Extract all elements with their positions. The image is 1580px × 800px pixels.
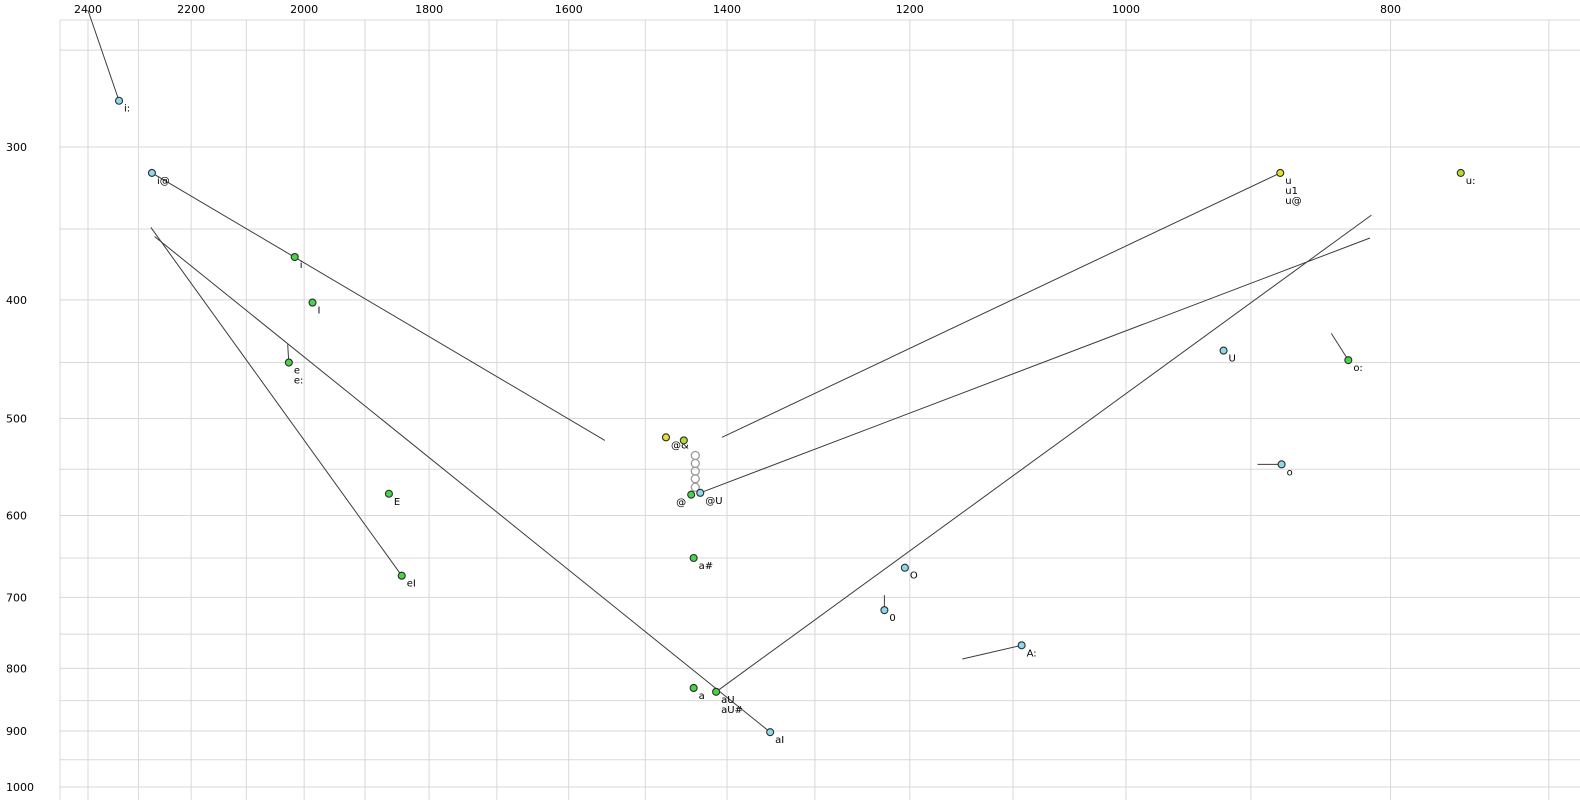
y-tick-label: 500 (6, 413, 27, 426)
y-tick-label: 400 (6, 294, 27, 307)
y-tick-label: 600 (6, 509, 27, 522)
y-tick-label: 900 (6, 725, 27, 738)
line-u@-trajectory (721, 172, 1281, 438)
vowel-point[interactable] (1456, 168, 1465, 177)
vowel-label: u (1285, 176, 1291, 187)
vowel-label: o (1287, 467, 1293, 478)
vowel-label: O (910, 571, 918, 582)
y-tick-label: 300 (6, 141, 27, 154)
vowel-point[interactable] (284, 358, 293, 367)
vowel-label: eI (407, 579, 416, 590)
vowel-point[interactable] (147, 168, 156, 177)
vowel-point[interactable] (689, 553, 698, 563)
vowel-point[interactable] (308, 298, 317, 307)
vowel-point[interactable] (687, 490, 696, 499)
vowel-point[interactable] (384, 489, 393, 498)
vowel-point[interactable] (397, 571, 406, 580)
line-A-long-tail (962, 644, 1022, 660)
y-tick-label: 1000 (6, 781, 34, 794)
vowel-point[interactable] (766, 728, 775, 737)
vowel-point[interactable] (1277, 460, 1286, 469)
line-aU-trajectory (715, 214, 1372, 693)
schwa-variant-ring (690, 450, 700, 461)
vowel-point[interactable] (712, 687, 721, 696)
x-tick-label: 2000 (290, 3, 318, 16)
vowel-point[interactable] (114, 96, 124, 105)
x-tick-label: 1400 (713, 3, 741, 16)
vowel-point[interactable] (1276, 168, 1285, 177)
x-tick-label: 1800 (415, 3, 443, 16)
vowel-label: aU (721, 695, 734, 706)
vowel-label: 0 (889, 613, 895, 624)
vowel-point[interactable] (679, 436, 688, 445)
vowel-label: o: (1353, 363, 1363, 374)
x-tick-label: 1000 (1112, 3, 1140, 16)
vowel-label: U (1229, 354, 1236, 365)
vowel-label: A: (1027, 648, 1037, 659)
line-i@-trajectory (151, 172, 606, 441)
y-tick-label: 700 (6, 591, 27, 604)
vowel-label: @& (671, 440, 689, 451)
vowel-point[interactable] (290, 252, 299, 262)
vowel-label: i: (124, 104, 130, 115)
x-tick-label: 800 (1380, 3, 1401, 16)
line-eI-trajectory (150, 227, 403, 576)
vowel-label: aU# (721, 705, 743, 716)
x-tick-label: 1200 (896, 3, 924, 16)
vowel-label: u1 (1285, 186, 1298, 197)
vowel-point[interactable] (900, 563, 909, 572)
vowel-point[interactable] (661, 433, 671, 442)
x-tick-label: 2400 (74, 3, 102, 16)
schwa-variant-ring (690, 466, 700, 476)
vowel-point[interactable] (1017, 641, 1026, 650)
vowel-label: @ (676, 498, 686, 509)
vowel-label: u@ (1285, 196, 1301, 207)
schwa-variant-ring (690, 474, 700, 484)
vowel-label: a (699, 691, 705, 702)
vowel-label: i@ (157, 176, 170, 187)
schwa-variant-ring (690, 458, 700, 469)
vowel-point[interactable] (880, 606, 889, 615)
vowel-point[interactable] (1219, 346, 1228, 355)
line-o-long-tail (1330, 333, 1349, 361)
vowel-label: i (300, 260, 303, 271)
vowel-label: @U (705, 496, 722, 507)
vowel-label: e (294, 366, 300, 377)
line-@U-trajectory (700, 237, 1371, 494)
vowel-label: e: (294, 376, 304, 387)
vowel-label: u: (1466, 176, 1476, 187)
vowel-point[interactable] (1344, 356, 1353, 365)
vowel-label: a# (699, 561, 714, 572)
vowel-label: I (317, 306, 320, 317)
line-i-long-tail (87, 10, 120, 101)
vowel-label: aI (775, 735, 784, 746)
schwa-variant-ring (690, 482, 700, 492)
line-aI-trajectory (154, 236, 771, 733)
x-tick-label: 2200 (177, 3, 205, 16)
vowel-label: E (394, 497, 400, 508)
y-tick-label: 800 (6, 662, 27, 675)
x-tick-label: 1600 (555, 3, 583, 16)
vowel-point[interactable] (689, 683, 698, 693)
vowel-point[interactable] (696, 488, 705, 497)
